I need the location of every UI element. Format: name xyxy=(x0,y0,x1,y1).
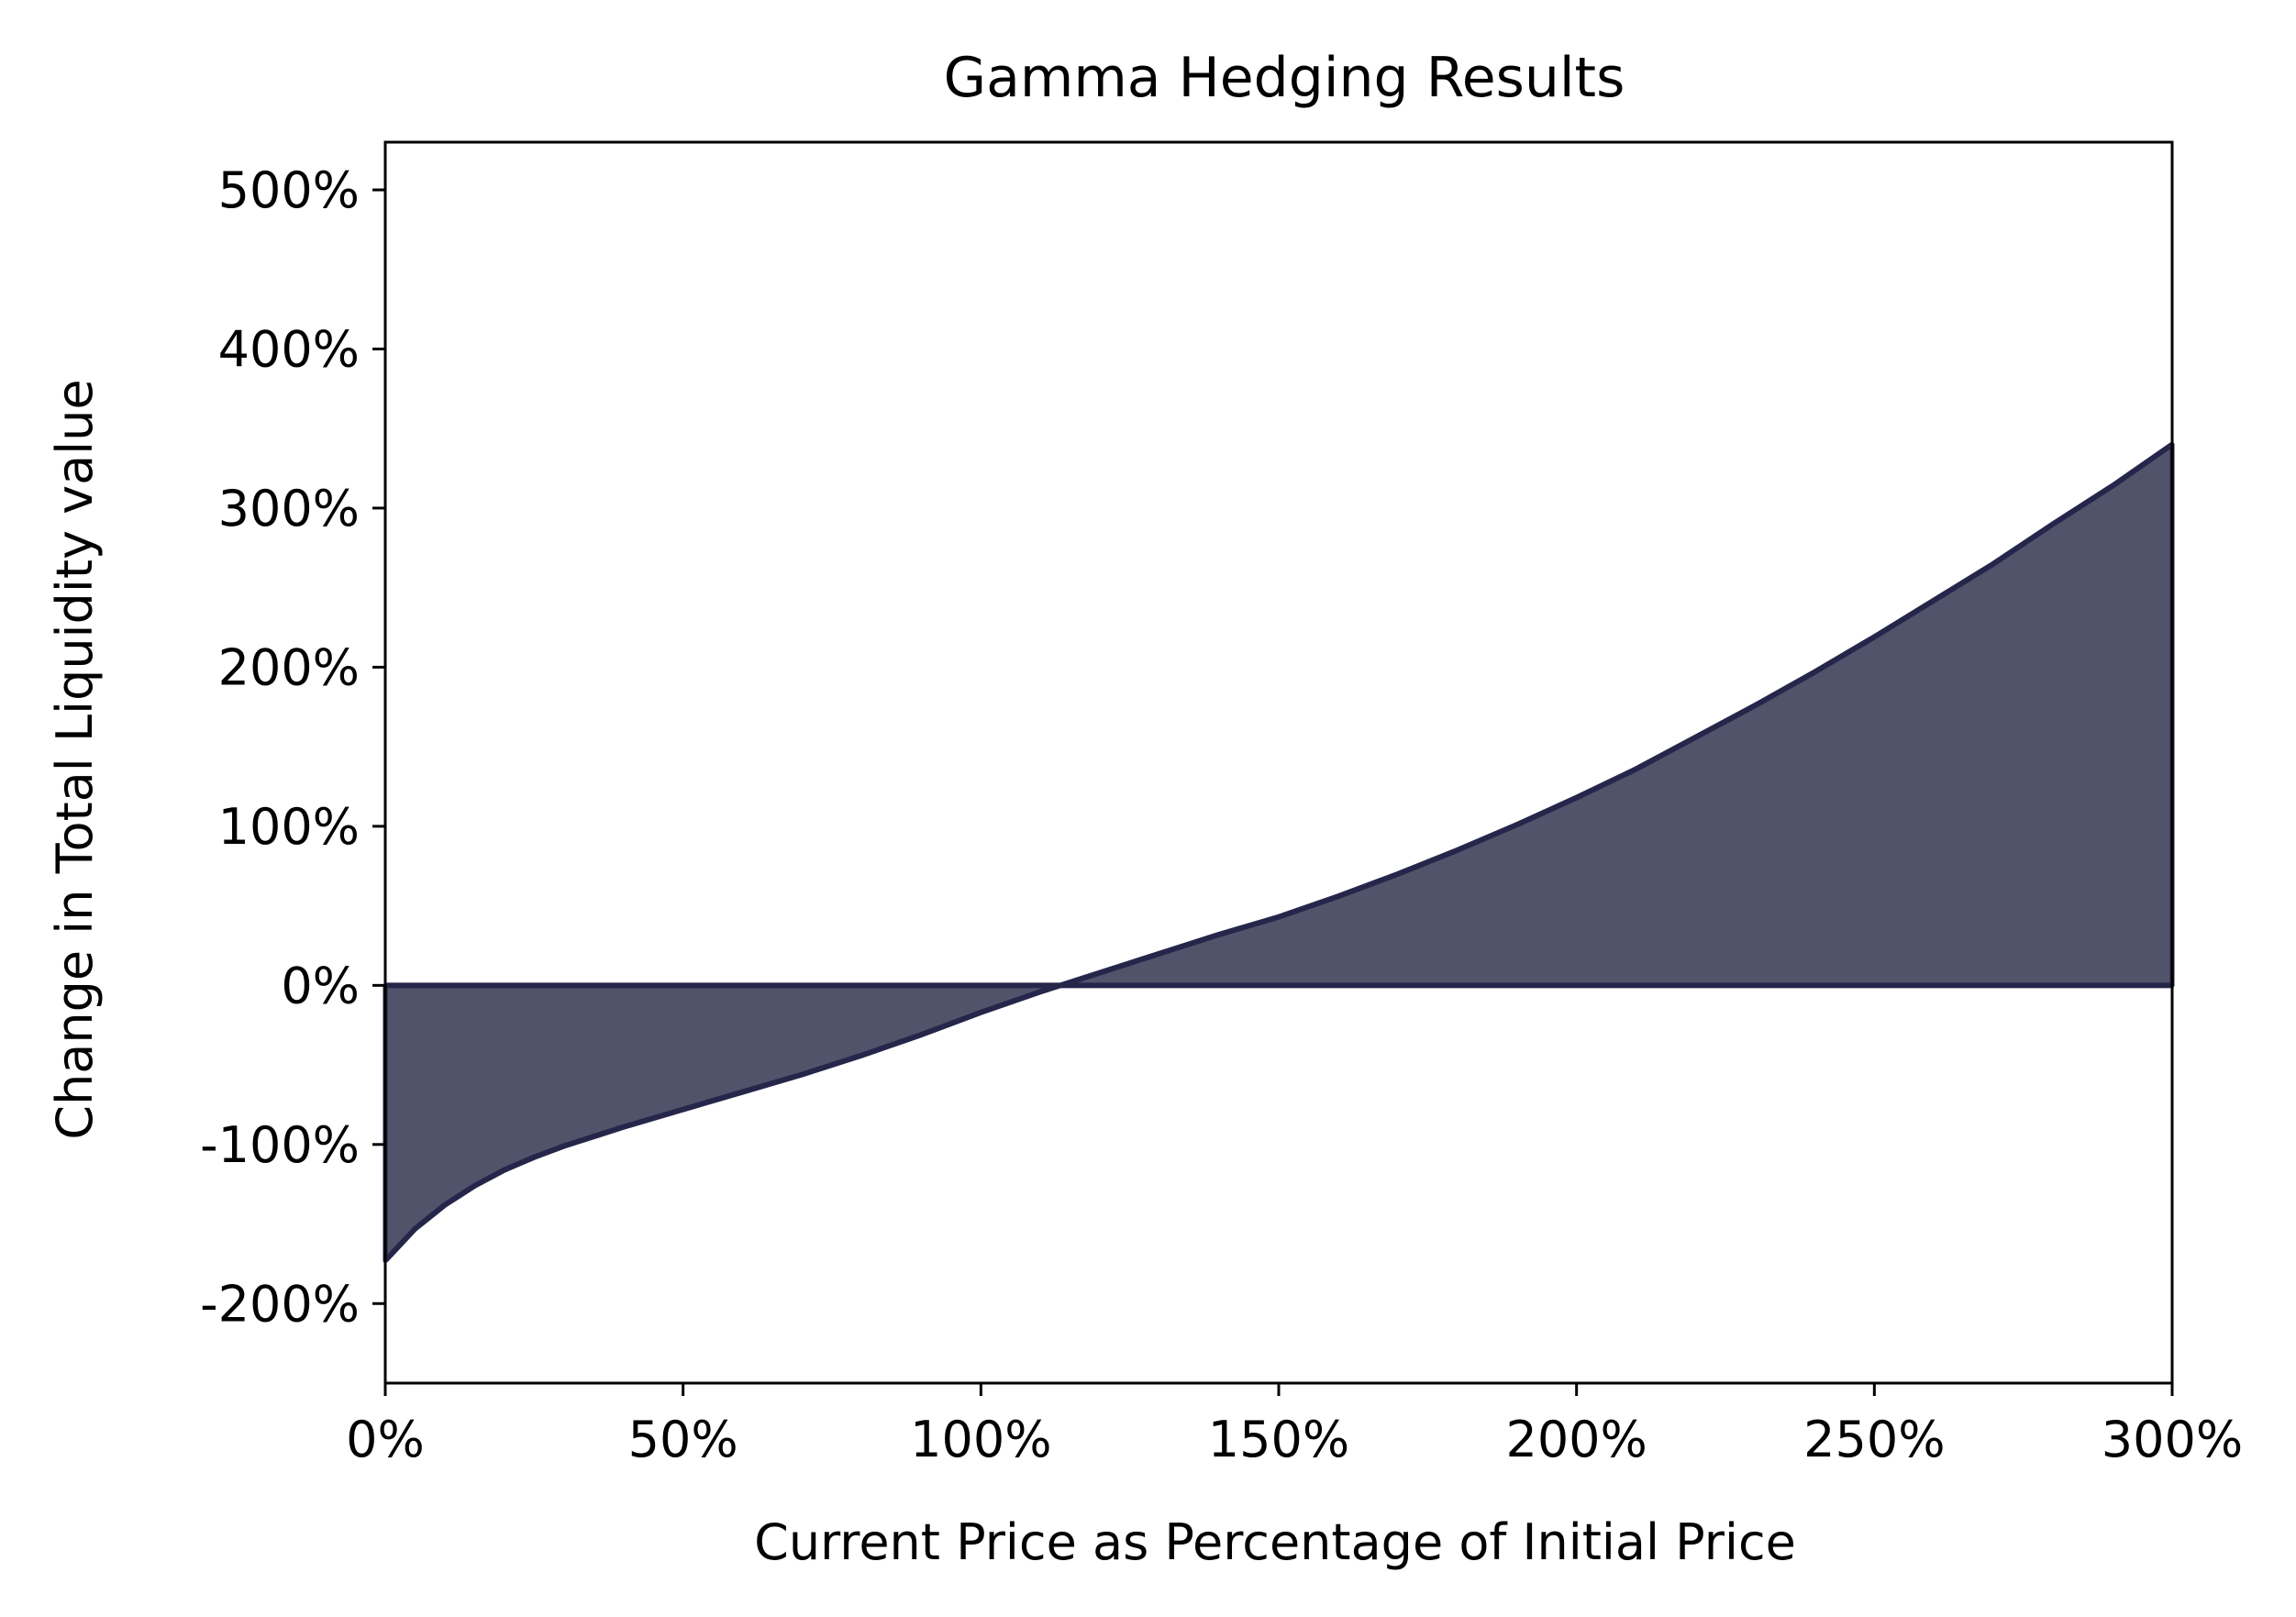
y-tick-label: 0% xyxy=(281,957,360,1014)
y-tick-label: 200% xyxy=(218,638,360,696)
x-tick-label: 50% xyxy=(628,1411,738,1468)
x-tick-label: 150% xyxy=(1208,1411,1349,1468)
x-tick-label: 200% xyxy=(1505,1411,1647,1468)
y-tick-label: -200% xyxy=(200,1275,360,1333)
y-tick-label: -100% xyxy=(200,1116,360,1174)
x-axis: 0% 50% 100% 150% 200% 250% 300% xyxy=(346,1383,2243,1468)
y-tick-label: 500% xyxy=(218,161,360,219)
series-line xyxy=(383,442,2174,1263)
y-axis-label: Change in Total Liquidity value xyxy=(46,379,104,1139)
x-tick-label: 0% xyxy=(346,1411,425,1468)
plot-area xyxy=(383,140,2175,1385)
y-axis: -200% -100% 0% 100% 200% 300% 400% 500% xyxy=(200,161,385,1333)
y-tick-label: 300% xyxy=(218,480,360,537)
x-tick-label: 100% xyxy=(910,1411,1051,1468)
x-axis-label: Current Price as Percentage of Initial P… xyxy=(754,1513,1796,1571)
y-tick-label: 400% xyxy=(218,321,360,379)
chart-title: Gamma Hedging Results xyxy=(944,46,1625,110)
x-tick-label: 300% xyxy=(2102,1411,2243,1468)
y-tick-label: 100% xyxy=(218,798,360,856)
x-tick-label: 250% xyxy=(1803,1411,1945,1468)
